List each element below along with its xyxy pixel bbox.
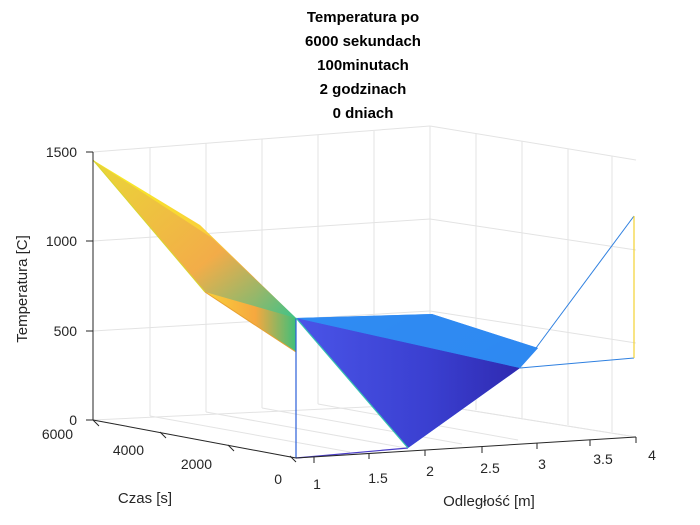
x-tick-label: 3.5 (593, 451, 613, 467)
surface (92, 159, 635, 459)
y-tick-mark (289, 455, 297, 463)
chart-title: Temperatura po 6000 sekundach 100minutac… (305, 9, 421, 122)
title-line-4: 2 godzinach (320, 81, 407, 98)
grid-line (205, 411, 407, 449)
z-axis-label: Temperatura [C] (14, 235, 31, 343)
x-tick-label: 3 (538, 456, 546, 472)
surface-patch-front (296, 318, 520, 448)
title-line-3: 100minutach (317, 57, 409, 74)
x-tick-label: 4 (648, 447, 656, 463)
surface-patch-top-edge (296, 314, 538, 368)
z-tick-label: 500 (54, 323, 78, 339)
surface-edge (92, 159, 206, 293)
x-tick-label: 1.5 (368, 470, 388, 486)
x-tick-label: 2.5 (480, 460, 500, 476)
y-tick-label: 2000 (181, 456, 212, 472)
y-tick-label: 4000 (113, 442, 144, 458)
y-tick-mark (159, 431, 167, 439)
x-axis-label: Odległość [m] (443, 493, 535, 510)
y-ticks: 6000 4000 2000 0 (42, 419, 297, 487)
y-tick-label: 6000 (42, 426, 73, 442)
grid-line (429, 125, 637, 161)
surface-patch-ridge (93, 160, 296, 318)
y-tick-label: 0 (274, 471, 282, 487)
y-axis-line (92, 419, 297, 459)
grid-line (149, 415, 351, 453)
grid-line (429, 218, 637, 251)
z-tick-label: 1500 (46, 144, 77, 160)
surface-edge-bottom (295, 447, 409, 459)
x-tick-label: 1 (313, 476, 321, 492)
grid-line (429, 310, 637, 344)
z-tick-label: 0 (69, 412, 77, 428)
grid-line (261, 407, 463, 445)
z-tick-label: 1000 (46, 233, 77, 249)
z-ticks: 1500 1000 500 0 (46, 144, 93, 428)
surface-edge-right-high (535, 215, 635, 349)
y-axis-label: Czas [s] (118, 490, 172, 507)
x-tick-label: 2 (426, 463, 434, 479)
y-tick-mark (92, 419, 100, 427)
title-line-5: 0 dniach (333, 105, 394, 122)
title-line-2: 6000 sekundach (305, 33, 421, 50)
surface-edge-right-low (519, 357, 635, 369)
title-line-1: Temperatura po (307, 9, 419, 26)
grid (92, 125, 637, 459)
x-ticks: 1 1.5 2 2.5 3 3.5 4 (313, 437, 656, 492)
surface-edge (204, 291, 297, 353)
surface-edge-diag (295, 317, 409, 449)
axes (92, 152, 637, 459)
x-axis-line (295, 436, 637, 459)
grid-line (429, 403, 637, 438)
y-tick-mark (227, 444, 235, 452)
